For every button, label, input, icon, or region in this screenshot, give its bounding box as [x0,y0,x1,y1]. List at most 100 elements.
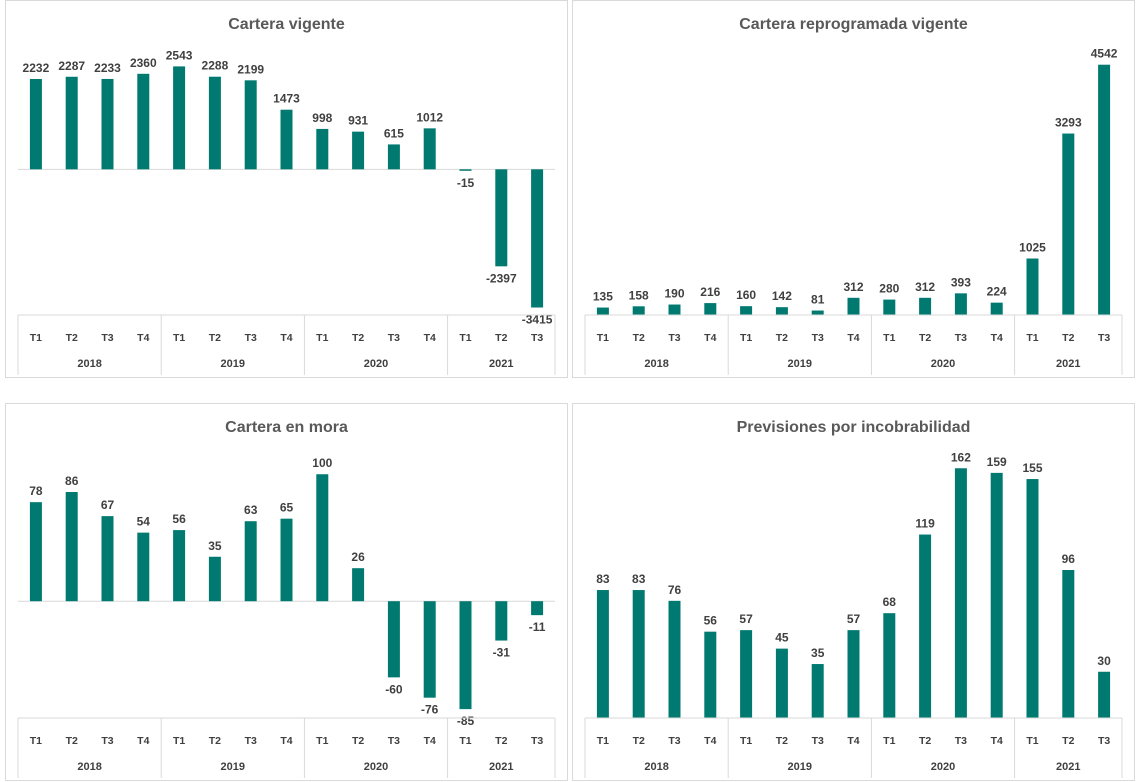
chart-panel-cartera-vigente: Cartera vigente 2232 2287 2233 2360 2543 2288 2… [5,0,568,378]
data-label: 3293 [1055,116,1082,130]
bar [632,590,645,718]
year-label: 2021 [1056,358,1080,370]
bar [244,80,257,170]
bar [740,630,753,718]
tick-label: T3 [955,735,967,747]
tick-label: T4 [704,735,716,747]
tick-label: T2 [495,332,507,344]
tick-label: T4 [991,332,1003,344]
data-label: 81 [811,293,825,307]
year-label: 2018 [77,358,101,370]
data-label: -11 [529,620,546,634]
tick-label: T4 [847,332,859,344]
data-label: 68 [883,595,897,609]
tick-label: T1 [597,332,609,344]
year-label: 2018 [644,358,668,370]
bar [352,131,365,170]
tick-label: T4 [424,735,436,747]
bar [459,169,472,171]
chart-svg-cartera-en-mora: Cartera en mora 78 86 67 54 56 35 63 65 100 26 -60 -… [17,419,556,778]
tick-label: T3 [531,332,543,344]
bar [811,664,824,718]
tick-label: T3 [531,735,543,747]
data-label: 158 [629,288,649,302]
tick-label: T3 [812,332,824,344]
year-label: 2019 [788,761,812,773]
tick-label: T4 [424,332,436,344]
bar [775,648,788,718]
bar [137,532,150,602]
data-label: 119 [915,517,935,531]
data-label: 135 [593,290,613,304]
tick-label: T2 [919,735,931,747]
tick-label: T2 [919,332,931,344]
data-label: -85 [457,714,475,728]
bar [208,76,221,170]
year-label: 2020 [931,358,955,370]
data-label: 162 [951,450,971,464]
tick-label: T3 [101,735,113,747]
tick-label: T1 [883,332,895,344]
bar [954,293,967,315]
tick-label: T2 [776,735,788,747]
bar [316,128,329,170]
tick-label: T3 [955,332,967,344]
bar [775,307,788,315]
bar [847,297,860,315]
chart-svg-previsiones: Previsiones por incobrabilidad 83 83 76 56 57… [584,419,1123,778]
chart-title: Cartera vigente [228,16,345,33]
bar [495,601,508,641]
tick-label: T1 [30,735,42,747]
data-label: 35 [208,539,222,553]
data-label: 1025 [1019,241,1046,255]
data-label: 4542 [1091,47,1118,61]
data-label: 57 [739,612,753,626]
tick-label: T1 [459,735,471,747]
data-label: 2199 [237,62,264,76]
bar [740,306,753,315]
year-label: 2018 [77,761,101,773]
data-label: 224 [987,285,1007,299]
tick-label: T4 [991,735,1003,747]
chart-title: Previsiones por incobrabilidad [737,419,971,436]
tick-label: T2 [776,332,788,344]
tick-label: T1 [173,332,185,344]
data-label: 393 [951,275,971,289]
data-label: -60 [385,682,403,696]
bar [919,297,932,315]
data-label: 56 [704,614,718,628]
data-label: 54 [137,515,151,529]
chart-title: Cartera en mora [225,419,348,436]
bar [1062,570,1075,718]
year-label: 2019 [221,761,245,773]
data-label: 78 [29,484,43,498]
tick-label: T3 [668,332,680,344]
tick-label: T1 [316,735,328,747]
tick-label: T3 [1098,332,1110,344]
year-label: 2019 [788,358,812,370]
bar [1026,258,1039,315]
bar [173,66,186,170]
tick-label: T4 [137,735,149,747]
data-label: 312 [843,280,863,294]
bar [990,302,1003,315]
data-label: 2543 [166,48,193,62]
data-label: 57 [847,612,861,626]
bar [811,310,824,315]
data-label: 86 [65,474,79,488]
data-label: 76 [668,583,682,597]
bar [101,516,114,602]
data-label: 1012 [416,110,443,124]
data-label: 931 [348,114,368,128]
year-label: 2020 [364,761,388,773]
chart-svg-cartera-reprogramada: Cartera reprogramada vigente 135 158 190 216… [584,16,1123,375]
data-label: 142 [772,289,792,303]
tick-label: T3 [668,735,680,747]
tick-label: T2 [209,332,221,344]
bar [668,304,681,315]
data-label: 2232 [23,61,50,75]
tick-label: T1 [740,735,752,747]
bar [596,307,609,315]
bar [244,521,257,602]
data-label: 155 [1022,461,1042,475]
